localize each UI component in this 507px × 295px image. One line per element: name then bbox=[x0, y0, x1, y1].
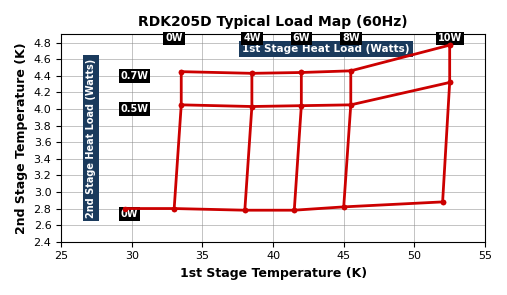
Text: 2nd Stage Heat Load (Watts): 2nd Stage Heat Load (Watts) bbox=[86, 58, 96, 218]
Text: 0W: 0W bbox=[165, 33, 183, 43]
Text: 8W: 8W bbox=[342, 33, 359, 43]
Text: 4W: 4W bbox=[243, 33, 261, 43]
Title: RDK205D Typical Load Map (60Hz): RDK205D Typical Load Map (60Hz) bbox=[138, 15, 408, 29]
Text: 10W: 10W bbox=[438, 33, 462, 43]
Text: 0.5W: 0.5W bbox=[121, 104, 149, 114]
Text: 0.7W: 0.7W bbox=[121, 71, 149, 81]
Y-axis label: 2nd Stage Temperature (K): 2nd Stage Temperature (K) bbox=[15, 42, 28, 234]
Text: 1st Stage Heat Load (Watts): 1st Stage Heat Load (Watts) bbox=[242, 44, 410, 54]
Text: 0W: 0W bbox=[121, 209, 138, 219]
X-axis label: 1st Stage Temperature (K): 1st Stage Temperature (K) bbox=[179, 267, 367, 280]
Text: 6W: 6W bbox=[293, 33, 310, 43]
